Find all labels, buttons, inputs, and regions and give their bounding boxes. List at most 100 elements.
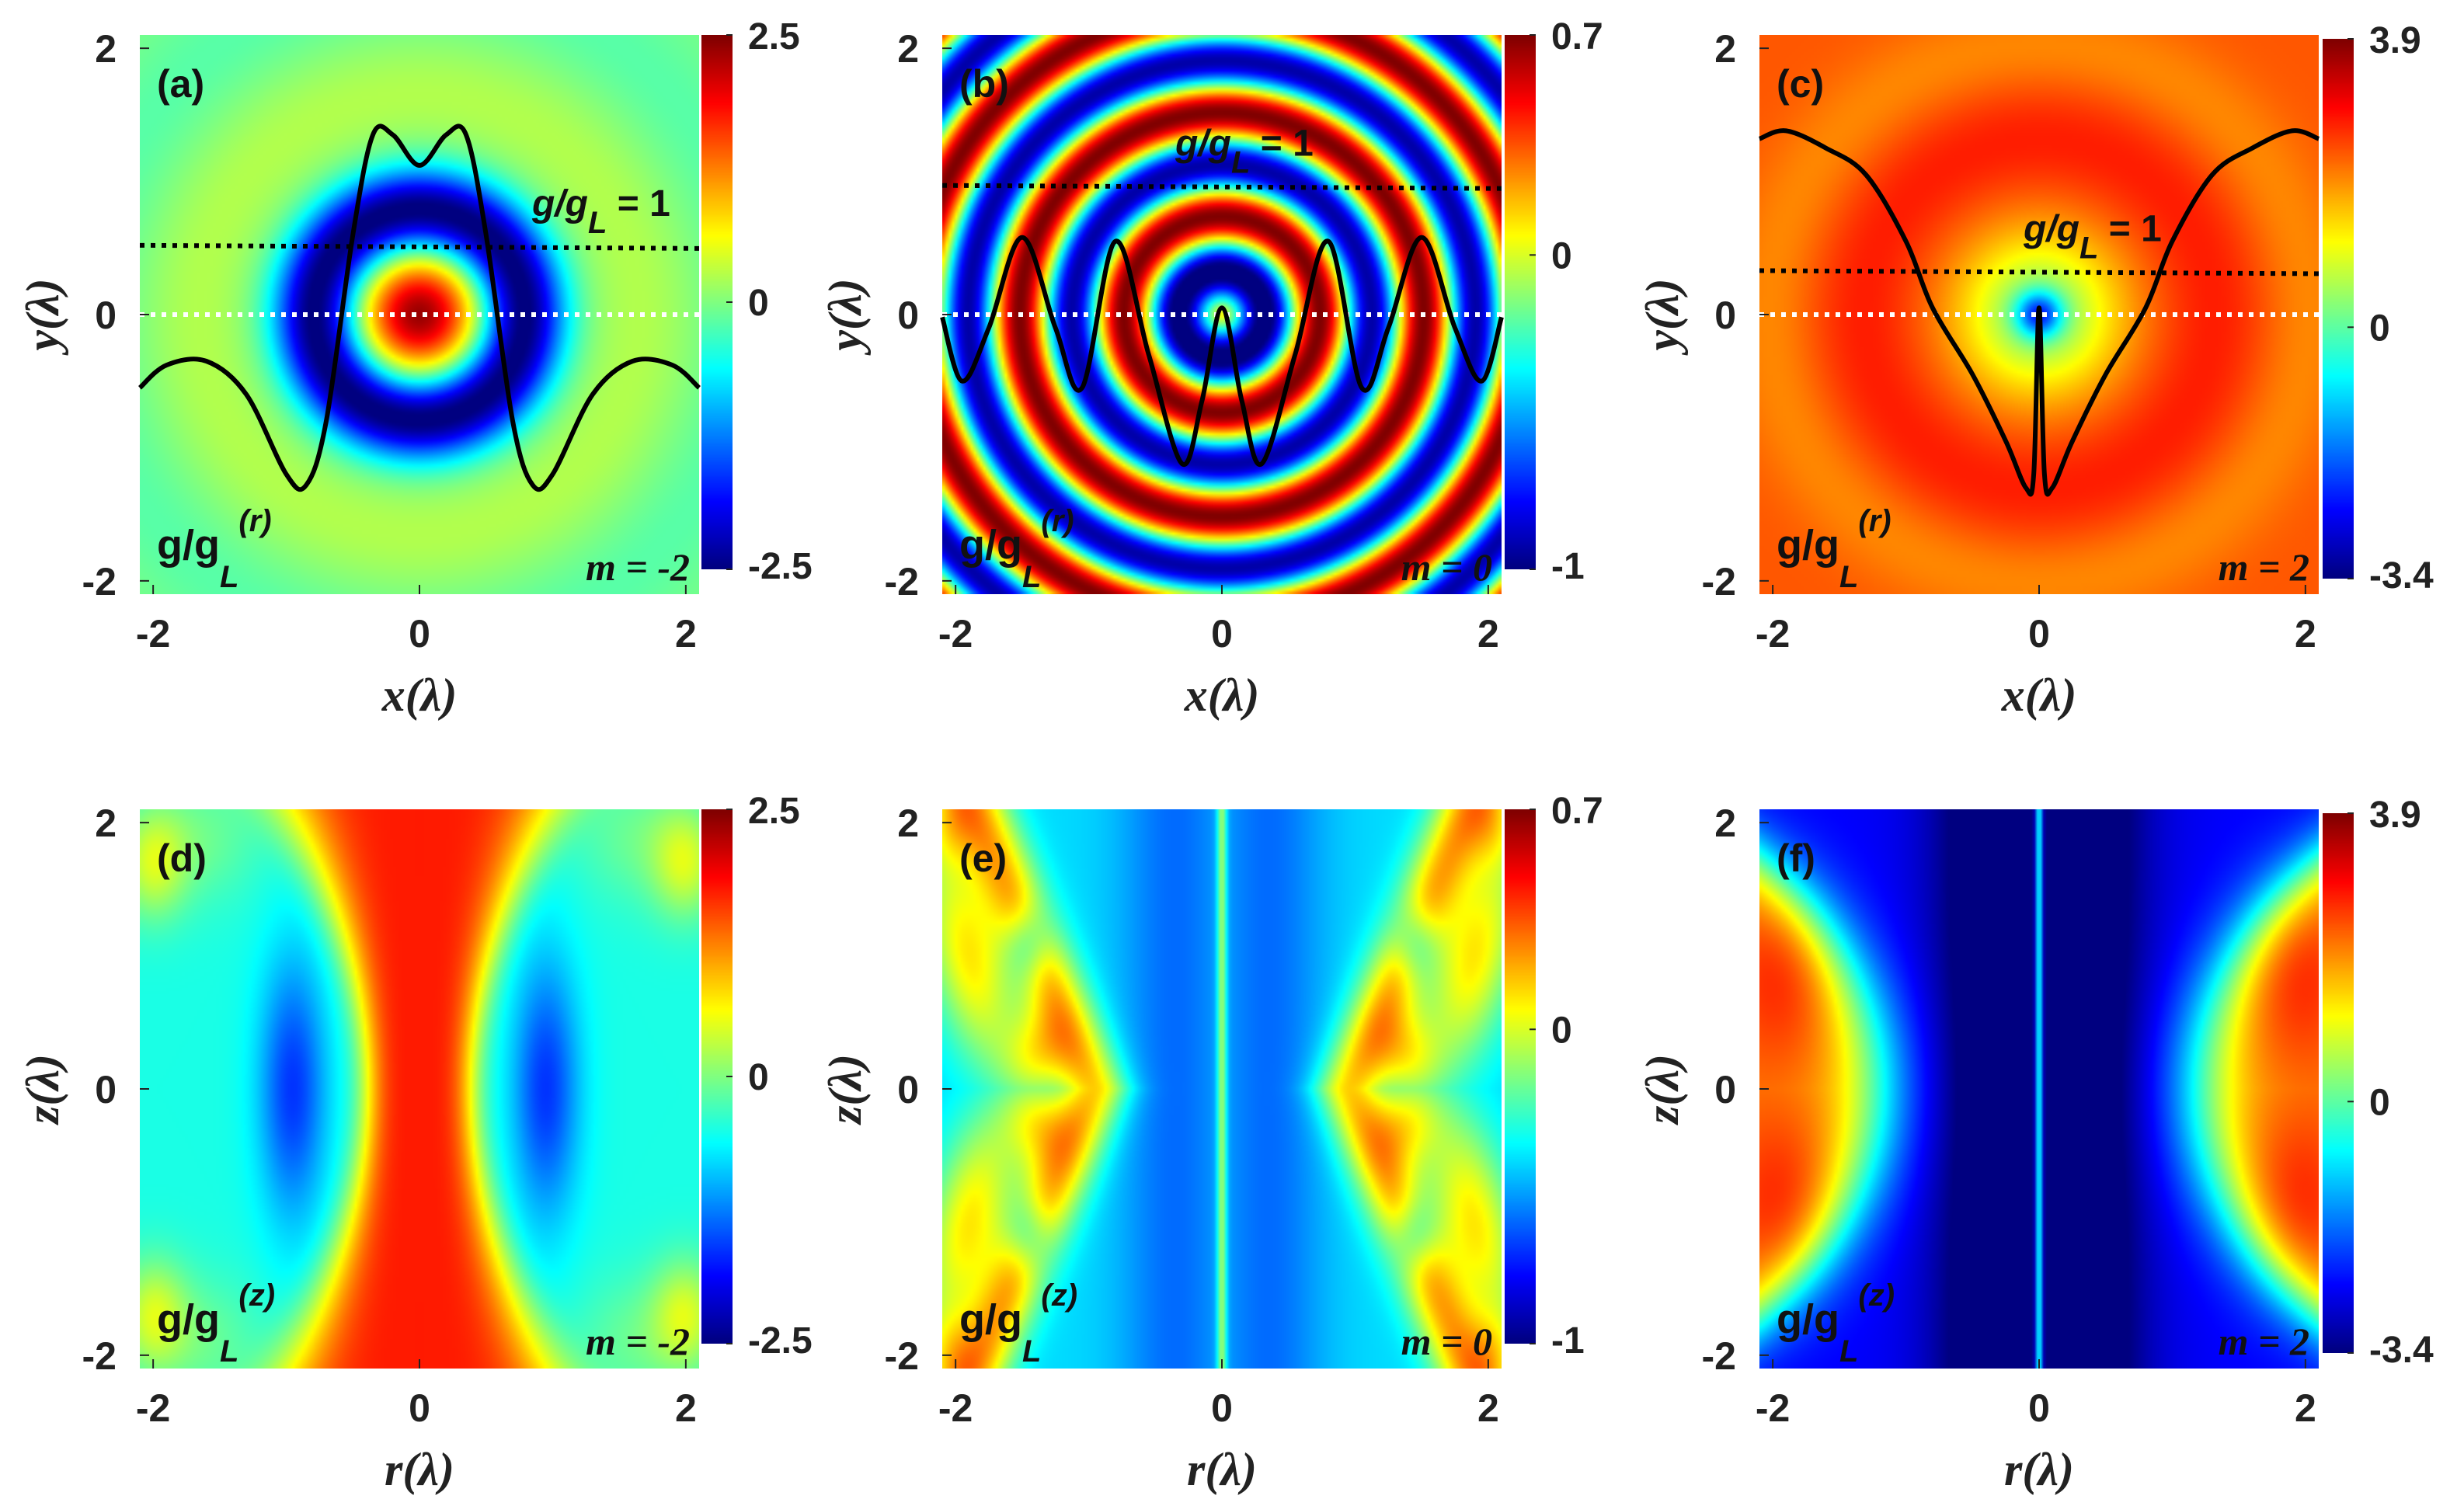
x-tick-label: -2 bbox=[938, 612, 973, 656]
x-tick-label: 0 bbox=[2028, 1386, 2050, 1430]
heatmap-image bbox=[942, 35, 1502, 594]
colorbar-tick-label: -3.4 bbox=[2369, 1330, 2434, 1371]
colorbar-tick-label: 3.9 bbox=[2369, 795, 2421, 836]
panel-letter: (c) bbox=[1777, 62, 1824, 106]
y-tick-label: 0 bbox=[1714, 1068, 1736, 1111]
panel-letter: (e) bbox=[959, 836, 1007, 880]
x-tick-label: 2 bbox=[675, 612, 697, 656]
x-axis-label: r(λ) bbox=[385, 1444, 454, 1495]
quantity-label-part: L bbox=[1022, 1334, 1041, 1369]
profile-curve bbox=[940, 235, 1504, 468]
x-tick-label: -2 bbox=[1756, 1386, 1790, 1430]
panel-letter: (a) bbox=[157, 62, 204, 106]
quantity-label-part: g/g bbox=[959, 1296, 1022, 1343]
x-axis-label: x(λ) bbox=[381, 670, 458, 721]
colorbar bbox=[2323, 39, 2354, 579]
x-axis-label: r(λ) bbox=[2004, 1444, 2074, 1495]
colorbar-tick-label: -3.4 bbox=[2369, 555, 2434, 596]
m-label: m = 0 bbox=[1401, 545, 1492, 589]
colorbar-tick-label: 0 bbox=[1551, 1010, 1572, 1051]
panel-d: -2 0 2 -2 0 2 r(λ) z(λ) (d) g/gL(z) m = -2 2.5 0 -2.5 bbox=[17, 791, 813, 1495]
y-axis-label: z(λ) bbox=[820, 1054, 871, 1125]
quantity-label-part: L bbox=[1839, 560, 1858, 594]
heatmap-image bbox=[140, 809, 699, 1369]
heatmap-image bbox=[942, 809, 1502, 1369]
colorbar bbox=[1505, 809, 1536, 1344]
colorbar-tick-label: -1 bbox=[1551, 1320, 1585, 1362]
quantity-label-part: (r) bbox=[238, 504, 271, 538]
contour-annotation-part: g/g bbox=[531, 183, 588, 224]
colorbar-tick-label: 0 bbox=[748, 1057, 769, 1098]
panel-letter: (b) bbox=[959, 62, 1009, 106]
x-tick-label: 0 bbox=[1211, 1386, 1233, 1430]
y-tick-label: -2 bbox=[885, 1334, 919, 1378]
y-axis-label: z(λ) bbox=[1637, 1054, 1688, 1125]
quantity-label-part: L bbox=[1839, 1334, 1858, 1369]
x-tick-label: 0 bbox=[409, 1386, 430, 1430]
quantity-label-part: g/g bbox=[959, 522, 1022, 569]
x-tick-label: 0 bbox=[2028, 612, 2050, 656]
x-tick-label: 2 bbox=[1477, 612, 1499, 656]
y-tick-label: 2 bbox=[897, 27, 919, 71]
quantity-label-part: g/g bbox=[1777, 522, 1839, 569]
contour-annotation-part: L bbox=[1231, 146, 1250, 180]
quantity-label: g/gL(z) bbox=[157, 1278, 275, 1369]
y-axis-label: z(λ) bbox=[17, 1054, 68, 1125]
quantity-label: g/gL(z) bbox=[959, 1278, 1077, 1369]
colorbar bbox=[1505, 35, 1536, 569]
x-axis-label: x(λ) bbox=[1184, 670, 1260, 721]
panel-letter: (d) bbox=[157, 836, 207, 880]
quantity-label-part: L bbox=[220, 1334, 238, 1369]
heatmap-image bbox=[140, 35, 699, 594]
x-tick-label: -2 bbox=[136, 1386, 170, 1430]
contour-annotation: g/gL = 1 bbox=[1175, 123, 1314, 180]
colorbar-tick-label: -1 bbox=[1551, 546, 1585, 587]
y-tick-label: 0 bbox=[897, 294, 919, 337]
panel-letter: (f) bbox=[1777, 836, 1815, 880]
x-tick-label: 2 bbox=[2295, 1386, 2316, 1430]
x-tick-label: 2 bbox=[1477, 1386, 1499, 1430]
x-tick-label: 0 bbox=[1211, 612, 1233, 656]
contour-annotation-part: = 1 bbox=[2098, 208, 2161, 249]
x-axis-label: r(λ) bbox=[1187, 1444, 1257, 1495]
y-tick-label: 2 bbox=[1714, 27, 1736, 71]
quantity-label: g/gL(z) bbox=[1777, 1278, 1895, 1369]
quantity-label-part: g/g bbox=[157, 522, 220, 569]
contour-annotation-part: L bbox=[588, 206, 607, 240]
colorbar-tick-label: -2.5 bbox=[748, 1320, 813, 1362]
y-tick-label: -2 bbox=[82, 1334, 117, 1378]
contour-annotation-part: g/g bbox=[1175, 123, 1231, 165]
y-tick-label: 2 bbox=[95, 802, 117, 845]
x-tick-label: -2 bbox=[938, 1386, 973, 1430]
y-axis-label: y(λ) bbox=[820, 278, 871, 355]
contour-annotation-part: = 1 bbox=[1250, 123, 1313, 165]
quantity-label-part: g/g bbox=[1777, 1296, 1839, 1343]
quantity-label-part: (z) bbox=[238, 1278, 275, 1313]
colorbar-tick-label: -2.5 bbox=[748, 546, 813, 587]
colorbar-tick-label: 2.5 bbox=[748, 16, 800, 57]
y-tick-label: -2 bbox=[1702, 560, 1736, 603]
contour-annotation-part: L bbox=[2079, 231, 2098, 265]
quantity-label-part: L bbox=[1022, 560, 1041, 594]
y-tick-label: 2 bbox=[1714, 802, 1736, 845]
quantity-label-part: L bbox=[220, 560, 238, 594]
m-label: m = -2 bbox=[586, 545, 690, 589]
m-label: m = -2 bbox=[586, 1320, 690, 1363]
y-tick-label: 2 bbox=[897, 802, 919, 845]
profile-curve bbox=[1758, 128, 2320, 497]
y-tick-label: -2 bbox=[1702, 1334, 1736, 1378]
x-axis-label: x(λ) bbox=[2001, 670, 2077, 721]
x-tick-label: -2 bbox=[1756, 612, 1790, 656]
panel-f: -2 0 2 -2 0 2 r(λ) z(λ) (f) g/gL(z) m = 2 3.9 0 -3.4 bbox=[1637, 795, 2434, 1495]
colorbar-tick-label: 0 bbox=[748, 283, 769, 324]
quantity-label-part: g/g bbox=[157, 1296, 220, 1343]
x-tick-label: -2 bbox=[136, 612, 170, 656]
colorbar-tick-label: 0 bbox=[2369, 308, 2390, 349]
m-label: m = 2 bbox=[2219, 545, 2309, 589]
y-tick-label: 0 bbox=[95, 1068, 117, 1111]
y-tick-label: 0 bbox=[1714, 294, 1736, 337]
colorbar-tick-label: 2.5 bbox=[748, 791, 800, 832]
